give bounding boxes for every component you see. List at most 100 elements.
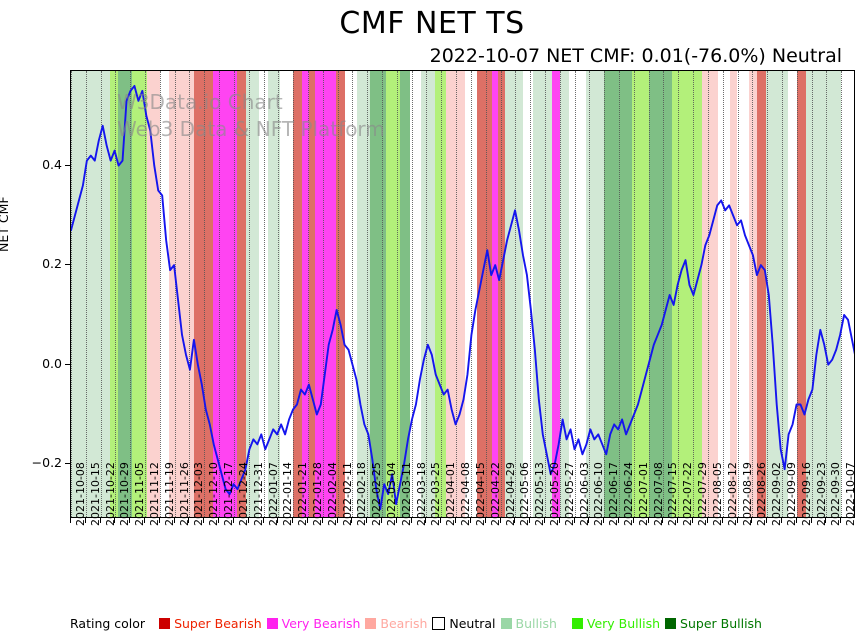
gridline — [559, 71, 561, 517]
legend-swatch-icon — [571, 618, 583, 629]
x-tick-mark — [662, 518, 664, 523]
gridline — [500, 71, 502, 517]
rating-band — [236, 71, 246, 517]
gridline — [204, 71, 206, 517]
gridline — [85, 71, 87, 517]
gridline — [648, 71, 650, 517]
x-tick-label: 2022-09-30 — [829, 462, 843, 526]
rating-band — [345, 71, 357, 517]
gridline — [159, 71, 161, 517]
rating-band — [504, 71, 523, 517]
gridline — [470, 71, 472, 517]
legend-item-label: Very Bullish — [586, 616, 661, 631]
x-tick-mark — [173, 518, 175, 523]
gridline — [767, 71, 769, 517]
x-tick-label: 2022-03-11 — [399, 462, 413, 526]
legend-item[interactable]: Very Bearish — [266, 616, 361, 631]
legend-item[interactable]: Very Bullish — [571, 616, 661, 631]
x-tick-label: 2021-10-22 — [103, 462, 117, 526]
x-tick-label: 2022-03-04 — [385, 462, 399, 526]
x-tick-label: 2021-12-03 — [192, 462, 206, 526]
rating-band — [568, 71, 587, 517]
legend-item[interactable]: Bullish — [500, 616, 557, 631]
rating-band — [309, 71, 316, 517]
gridline — [130, 71, 132, 517]
rating-band — [756, 71, 766, 517]
rating-band — [259, 71, 268, 517]
x-tick-label: 2022-09-23 — [814, 462, 828, 526]
x-tick-mark — [751, 518, 753, 523]
x-tick-label: 2022-02-04 — [325, 462, 339, 526]
x-tick-mark — [262, 518, 264, 523]
gridline — [352, 71, 354, 517]
x-tick-label: 2022-04-01 — [444, 462, 458, 526]
x-tick-label: 2022-08-05 — [710, 462, 724, 526]
x-tick-mark — [425, 518, 427, 523]
x-tick-mark — [529, 518, 531, 523]
gridline — [219, 71, 221, 517]
gridline — [663, 71, 665, 517]
rating-band — [533, 71, 553, 517]
rating-band — [71, 71, 110, 517]
rating-band — [552, 71, 560, 517]
rating-band — [279, 71, 294, 517]
rating-band — [701, 71, 719, 517]
legend-item-label: Super Bullish — [680, 616, 762, 631]
rating-band — [386, 71, 400, 517]
x-tick-label: 2022-05-06 — [518, 462, 532, 526]
rating-band — [193, 71, 214, 517]
gridline — [485, 71, 487, 517]
rating-band — [267, 71, 280, 517]
y-tick-label: −0.2 — [31, 455, 62, 471]
x-tick-mark — [144, 518, 146, 523]
x-tick-mark — [573, 518, 575, 523]
rating-band — [632, 71, 649, 517]
x-tick-mark — [469, 518, 471, 523]
gridline — [619, 71, 621, 517]
x-tick-mark — [247, 518, 249, 523]
rating-band — [476, 71, 492, 517]
x-tick-mark — [455, 518, 457, 523]
rating-band — [672, 71, 702, 517]
gridline — [426, 71, 428, 517]
x-tick-mark — [292, 518, 294, 523]
gridline — [752, 71, 754, 517]
x-tick-label: 2021-12-10 — [207, 462, 221, 526]
legend-item[interactable]: Bearish — [365, 616, 427, 631]
x-tick-mark — [514, 518, 516, 523]
legend-swatch-icon — [266, 618, 278, 629]
y-tick-label: 0.0 — [42, 355, 62, 371]
x-tick-label: 2022-04-15 — [473, 462, 487, 526]
rating-band — [522, 71, 534, 517]
legend-item-label: Very Bearish — [281, 616, 361, 631]
rating-band — [737, 71, 750, 517]
gridline — [337, 71, 339, 517]
y-tick-mark — [65, 463, 70, 465]
rating-band — [410, 71, 421, 517]
legend-items: Super Bearish Very Bearish Bearish Neutral B… — [159, 616, 767, 631]
rating-band — [131, 71, 147, 517]
x-tick-mark — [810, 518, 812, 523]
gridline — [189, 71, 191, 517]
x-tick-mark — [543, 518, 545, 523]
x-tick-mark — [692, 518, 694, 523]
x-tick-label: 2022-07-29 — [696, 462, 710, 526]
rating-band — [159, 71, 169, 517]
legend-item-label: Bearish — [380, 616, 428, 631]
gridline — [248, 71, 250, 517]
x-tick-label: 2022-07-22 — [681, 462, 695, 526]
legend-item[interactable]: Super Bullish — [665, 616, 762, 631]
legend-item[interactable]: Neutral — [432, 616, 496, 631]
x-tick-mark — [218, 518, 220, 523]
gridline — [811, 71, 813, 517]
legend-item[interactable]: Super Bearish — [159, 616, 262, 631]
x-tick-mark — [780, 518, 782, 523]
gridline — [737, 71, 739, 517]
x-tick-label: 2022-08-26 — [755, 462, 769, 526]
x-tick-label: 2021-12-31 — [251, 462, 265, 526]
plot-area: W3Data.io Chart Web3 Data & NFT Platform — [70, 70, 855, 518]
x-tick-label: 2022-06-17 — [607, 462, 621, 526]
gridline — [515, 71, 517, 517]
x-tick-label: 2021-10-15 — [88, 462, 102, 526]
